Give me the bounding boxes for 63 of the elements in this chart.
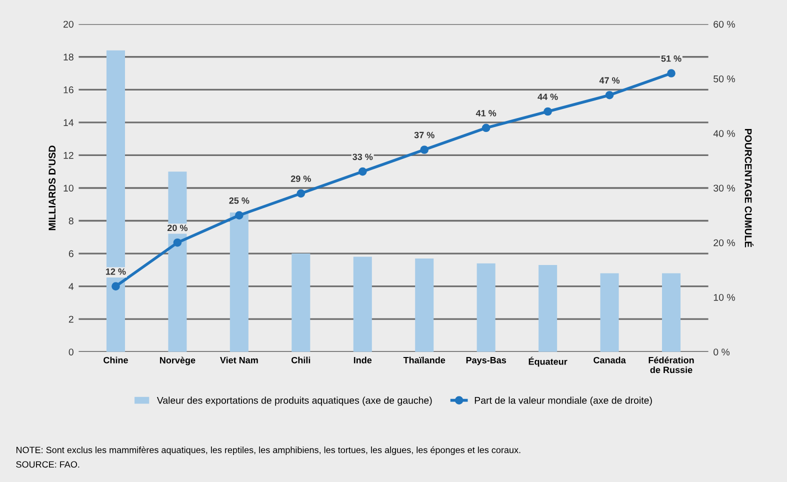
y2-tick-label: 50 %	[714, 75, 735, 82]
data-label: 47 %	[599, 77, 620, 84]
bar	[538, 265, 558, 352]
point	[296, 189, 306, 198]
x-tick-label: Canada	[594, 356, 626, 364]
y2-tick-label: 30 %	[714, 184, 735, 192]
bar	[353, 256, 372, 352]
text: NOTE: Sont exclus les mammifères aquatiques, les reptiles, les amphibiens, les tortues, les algues, les éponges et les coraux.	[16, 446, 520, 455]
point	[544, 107, 552, 116]
point	[173, 238, 182, 247]
point	[482, 124, 490, 132]
point	[420, 146, 429, 154]
y-tick-label: 8	[68, 217, 74, 224]
y2-axis-title: POURCENTAGE CUMULÉ	[744, 129, 754, 248]
y2-tick-label: 40 %	[713, 130, 735, 137]
bar	[415, 258, 434, 352]
point	[667, 69, 676, 78]
x-tick-label: Chili	[292, 356, 310, 364]
x-tick-label: Chine	[104, 356, 128, 364]
bar	[168, 172, 187, 352]
x-tick-label: Fédération de Russie	[648, 356, 694, 374]
legend-label: Part de la valeur mondiale (axe de droite)	[474, 396, 652, 406]
data-label: 29 %	[290, 176, 311, 182]
bar	[662, 273, 681, 352]
x-tick-label: Inde	[354, 356, 372, 364]
y2-tick-label: 0 %	[714, 348, 730, 356]
data-label: 33 %	[352, 154, 373, 160]
bar	[230, 212, 248, 352]
data-label: 12 %	[106, 268, 126, 275]
y-tick-label: 12	[64, 152, 74, 159]
y-tick-label: 20	[64, 20, 74, 28]
bar	[600, 273, 619, 352]
point	[358, 167, 367, 176]
bar	[292, 254, 310, 352]
data-label: 20 %	[167, 224, 188, 232]
bar	[476, 263, 496, 352]
legend-label: Valeur des exportations de produits aquatiques (axe de gauche)	[156, 396, 432, 406]
y-tick-label: 14	[64, 119, 74, 126]
y2-tick-label: 10 %	[714, 294, 735, 301]
x-tick-label: Thaïlande	[403, 356, 446, 364]
y2-tick-label: 60 %	[714, 20, 735, 28]
source-note: SOURCE: FAO.	[16, 461, 80, 468]
data-label: 41 %	[476, 110, 496, 116]
point	[605, 90, 614, 100]
y-tick-label: 16	[64, 86, 74, 94]
data-label: 44 %	[538, 94, 558, 100]
x-tick-label: Norvège	[160, 356, 196, 366]
y-tick-label: 0	[68, 348, 74, 356]
x-tick-label: Équateur	[528, 356, 568, 367]
y2-tick-label: 20 %	[714, 239, 735, 246]
y-tick-label: 4	[68, 283, 74, 290]
y-axis-title: MILLIARDS D'USD	[48, 146, 56, 230]
data-label: 25 %	[229, 197, 250, 204]
point	[112, 282, 120, 290]
point	[235, 211, 244, 220]
data-label: 37 %	[414, 132, 434, 138]
y-tick-label: 10	[64, 184, 74, 192]
data-label: 51 %	[661, 55, 682, 62]
y-tick-label: 6	[68, 250, 74, 258]
y-tick-label: 18	[64, 54, 74, 60]
x-tick-label: Pays-Bas	[466, 357, 506, 366]
y-tick-label: 2	[68, 316, 74, 323]
x-tick-label: Viet Nam	[220, 356, 258, 364]
